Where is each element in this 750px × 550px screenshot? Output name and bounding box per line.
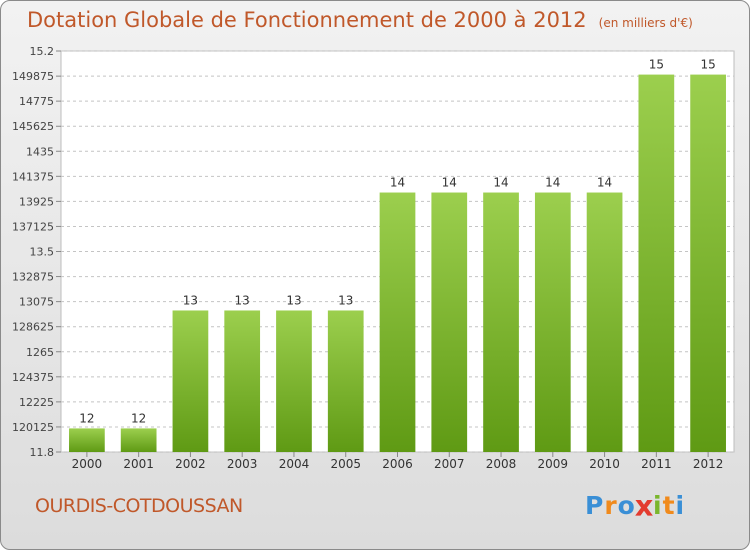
y-tick-label: 124375	[12, 371, 54, 384]
logo-letter: P	[585, 491, 605, 520]
data-label-2002: 13	[183, 293, 198, 307]
data-label-2000: 12	[79, 411, 94, 425]
y-tick-label: 120125	[12, 421, 54, 434]
data-label-2012: 15	[700, 58, 715, 72]
x-tick-label-2005: 2005	[330, 457, 361, 471]
bars: 12 12 13 13 13 13 14 14 14 14 14 15 15	[69, 58, 726, 453]
data-label-2011: 15	[649, 58, 664, 72]
bar-2002	[172, 310, 209, 452]
logo-letter: i	[675, 491, 686, 520]
x-tick-label-2001: 2001	[123, 457, 154, 471]
logo-letter: o	[617, 491, 636, 520]
bar-2003	[224, 310, 261, 452]
bar-2000	[69, 428, 105, 452]
bar-2009	[534, 192, 571, 452]
data-label-2003: 13	[235, 293, 250, 307]
x-tick-label-2012: 2012	[693, 457, 724, 471]
x-axis: 2000 2001 2002 2003 2004 2005 2006 2007 2008 2009…	[72, 452, 724, 471]
logo-letter: x	[634, 488, 655, 523]
bar-2010	[586, 192, 623, 452]
x-tick-label-2010: 2010	[589, 457, 620, 471]
y-tick-label: 145625	[12, 120, 54, 133]
bar-2007	[431, 192, 468, 452]
y-tick-label: 12225	[19, 396, 54, 409]
bar-2008	[483, 192, 519, 452]
y-tick-label: 128625	[12, 321, 54, 334]
y-tick-label: 13.5	[30, 246, 55, 259]
bar-2004	[276, 310, 312, 452]
y-axis: 11.8 120125 12225 124375 1265 128625 13075 1328…	[12, 45, 61, 459]
x-tick-label-2000: 2000	[72, 457, 103, 471]
title-text: Dotation Globale de Fonctionnement de 20…	[27, 8, 587, 32]
bar-2012	[690, 74, 726, 453]
x-tick-label-2002: 2002	[175, 457, 206, 471]
logo-letter: r	[604, 491, 618, 520]
commune-name: OURDIS-COTDOUSSAN	[35, 495, 243, 517]
y-tick-label: 14775	[19, 95, 54, 108]
data-label-2005: 13	[338, 293, 353, 307]
y-tick-label: 1265	[26, 346, 54, 359]
logo-letter: t	[662, 491, 676, 520]
chart-subtitle: (en milliers d'€)	[598, 16, 693, 30]
x-tick-label-2004: 2004	[279, 457, 310, 471]
bar-2005	[327, 310, 364, 452]
data-label-2004: 13	[286, 293, 301, 307]
bar-2001	[120, 428, 157, 452]
data-label-2008: 14	[493, 176, 508, 190]
logo-letter: i	[653, 491, 663, 520]
y-tick-label: 137125	[12, 220, 54, 233]
x-tick-label-2006: 2006	[382, 457, 413, 471]
x-tick-label-2011: 2011	[641, 457, 672, 471]
y-tick-label: 141375	[12, 170, 54, 183]
data-label-2001: 12	[131, 411, 146, 425]
data-label-2009: 14	[545, 176, 560, 190]
chart-title: Dotation Globale de Fonctionnement de 20…	[27, 8, 693, 32]
y-tick-label: 1435	[26, 145, 54, 158]
y-tick-label: 149875	[12, 70, 54, 83]
y-tick-label: 15.2	[30, 45, 55, 58]
bar-2006	[379, 192, 416, 452]
x-tick-label-2003: 2003	[227, 457, 258, 471]
data-label-2010: 14	[597, 176, 612, 190]
y-tick-label: 11.8	[30, 446, 55, 459]
y-tick-label: 132875	[12, 271, 54, 284]
data-label-2007: 14	[442, 176, 457, 190]
x-tick-label-2009: 2009	[538, 457, 569, 471]
x-tick-label-2008: 2008	[486, 457, 517, 471]
data-label-2006: 14	[390, 176, 405, 190]
bar-2011	[638, 74, 675, 453]
proxiti-logo: Proxiti	[585, 488, 686, 523]
x-tick-label-2007: 2007	[434, 457, 465, 471]
y-tick-label: 13075	[19, 296, 54, 309]
y-tick-label: 13925	[19, 195, 54, 208]
